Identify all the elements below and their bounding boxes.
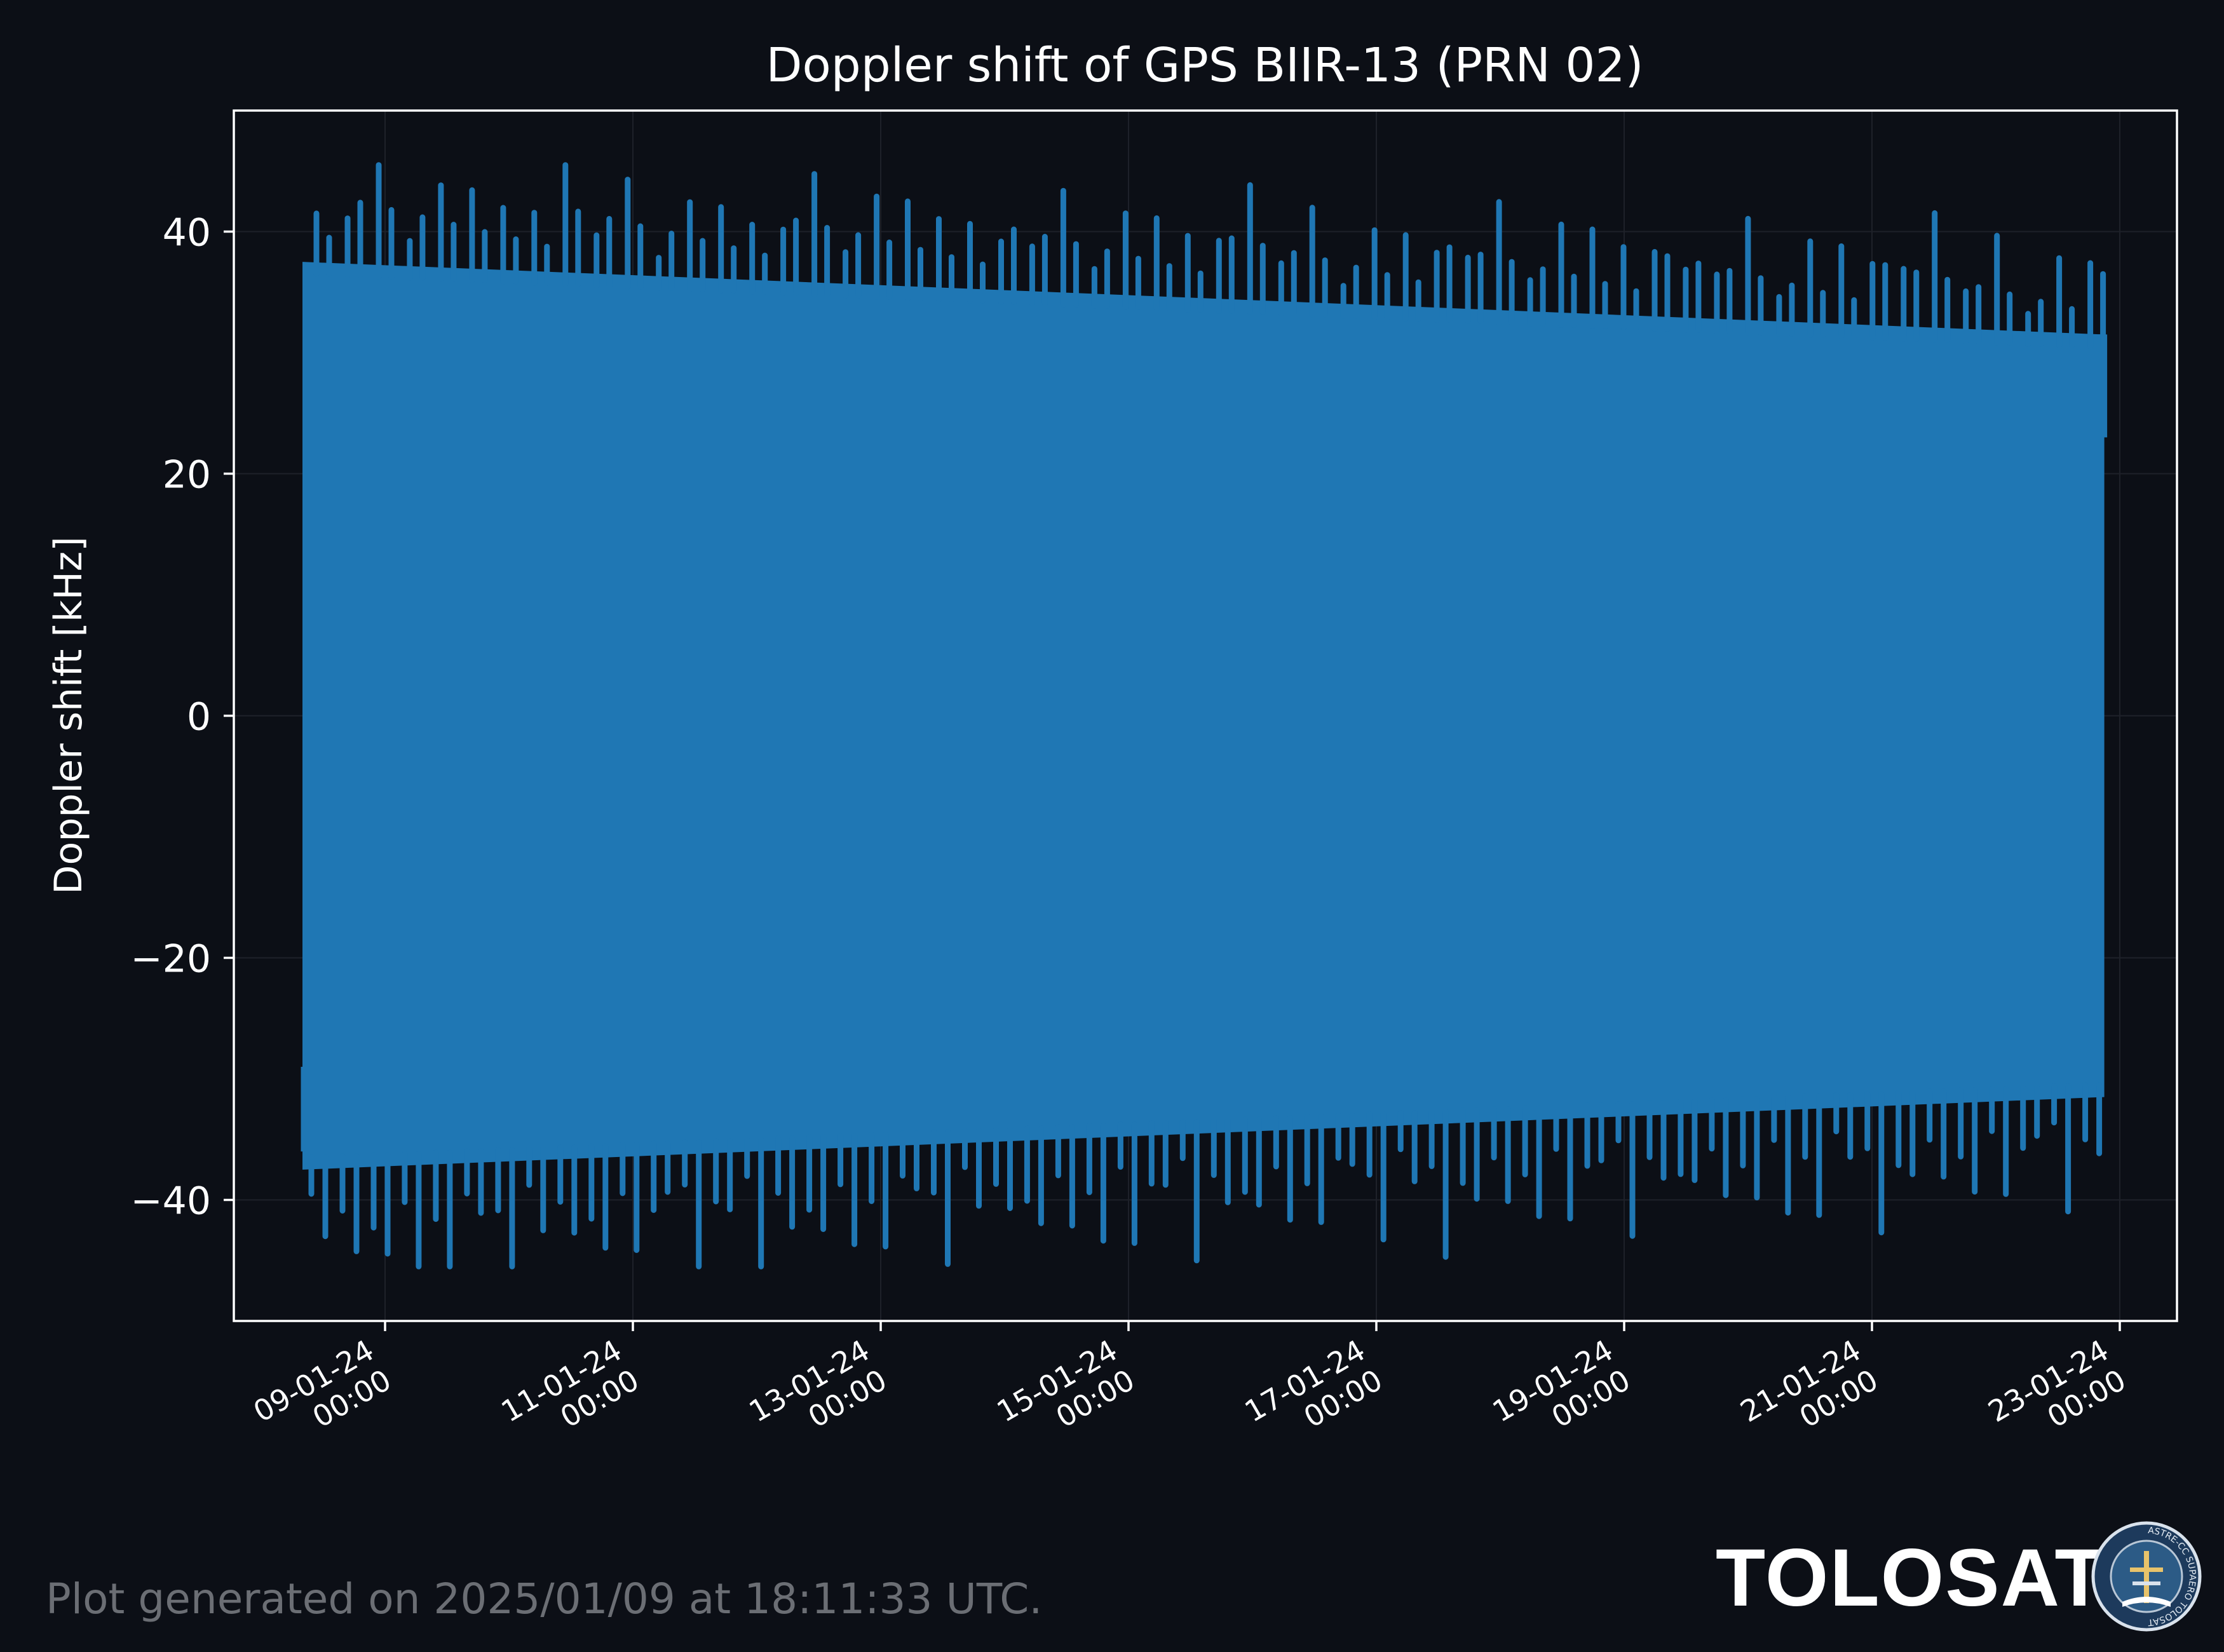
y-tick-label: 0 (187, 695, 211, 740)
series-spikes (308, 162, 2106, 1269)
brand-name: TOLOSAT (1716, 1533, 2106, 1623)
x-tick-label: 17-01-2400:00 (1239, 1333, 1388, 1459)
x-tick-label: 11-01-2400:00 (496, 1333, 645, 1459)
x-tick-label: 19-01-2400:00 (1487, 1333, 1636, 1459)
x-tick-label: 13-01-2400:00 (743, 1333, 893, 1459)
y-tick-label: 40 (163, 211, 211, 255)
chart-title: Doppler shift of GPS BIIR-13 (PRN 02) (766, 38, 1644, 93)
x-tick-label: 09-01-2400:00 (248, 1333, 397, 1459)
generated-timestamp: Plot generated on 2025/01/09 at 18:11:33… (46, 1574, 1043, 1623)
y-axis: −40 −20 0 20 40 (130, 211, 234, 1224)
y-tick-label: −20 (130, 937, 211, 982)
x-tick-label: 23-01-2400:00 (1983, 1333, 2132, 1459)
y-axis-label: Doppler shift [kHz] (46, 536, 91, 894)
x-tick-label: 21-01-2400:00 (1735, 1333, 1884, 1459)
tolosat-logo-icon: ASTRE-CC SUPAERO TOLOSAT (2091, 1521, 2202, 1632)
x-tick-label: 15-01-2400:00 (991, 1333, 1141, 1459)
doppler-series (301, 162, 2108, 1269)
y-tick-label: 20 (163, 453, 211, 498)
x-axis: 09-01-2400:00 11-01-2400:00 13-01-2400:00 1… (248, 1321, 2132, 1459)
y-tick-label: −40 (130, 1179, 211, 1224)
series-band (302, 262, 2105, 1170)
